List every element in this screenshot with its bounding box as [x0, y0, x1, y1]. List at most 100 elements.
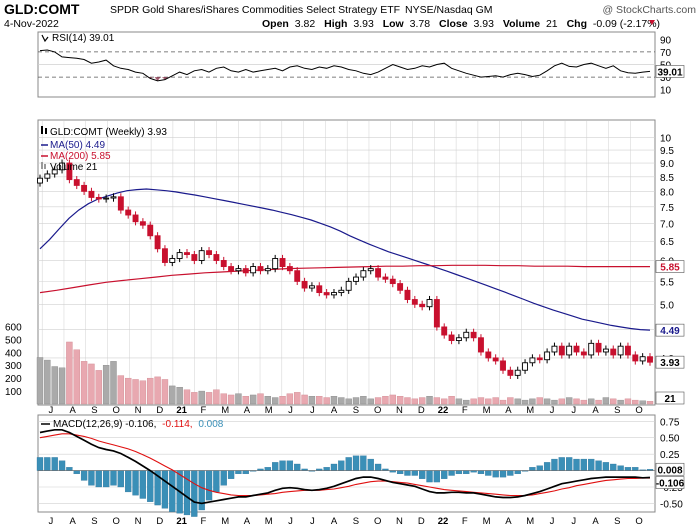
volume-y-tick: 600 [5, 322, 22, 333]
macd-histogram-bar [624, 467, 632, 471]
candle-body [367, 268, 374, 272]
candle-body [213, 254, 220, 261]
price-x-tick: J [49, 405, 54, 416]
volume-bar [389, 394, 396, 405]
volume-bar [418, 397, 426, 405]
candle-body [647, 356, 653, 363]
macd-line [39, 428, 651, 505]
candle-body [522, 362, 529, 371]
price-x-tick: M [265, 405, 273, 416]
macd-histogram-bar [396, 470, 404, 475]
volume-bar [345, 398, 352, 405]
price-x-tick: M [221, 405, 229, 416]
macd-x-tick: 22 [438, 516, 449, 527]
rsi-chart: 907050301039.01 [38, 35, 685, 97]
macd-histogram-bar [132, 470, 139, 496]
macd-x-tick: A [70, 516, 77, 527]
rsi-line [39, 49, 651, 82]
candle-body [492, 357, 499, 362]
volume-bar [352, 397, 360, 405]
macd-histogram-bar [205, 470, 213, 501]
volume-bar [264, 396, 272, 405]
price-x-tick: J [288, 405, 293, 416]
macd-histogram-bar [242, 470, 249, 475]
macd-histogram-bar [558, 457, 565, 471]
volume-bar [323, 397, 330, 405]
price-x-tick: O [113, 405, 120, 416]
close-last-label-box [655, 355, 685, 369]
candle-body [639, 356, 646, 362]
ohlc-line: Open 3.82 High 3.93 Low 3.78 Close 3.93 … [262, 18, 660, 30]
candle-body [132, 214, 139, 223]
volume-bar [242, 396, 249, 405]
price-x-tick: O [374, 405, 381, 416]
ma200-last-label-box [655, 260, 685, 273]
price-y-tick: 10 [660, 134, 672, 145]
candle-body [536, 357, 543, 361]
macd-histogram-bar [455, 470, 463, 475]
macd-x-tick: 21 [176, 516, 187, 527]
volume-y-tick: 300 [5, 361, 22, 372]
macd-histogram-bar [411, 470, 418, 476]
volume-bar [58, 367, 66, 405]
low-label: Low [383, 18, 405, 30]
close-value: 3.93 [474, 18, 495, 30]
macd-legend-text: MACD(12,26,9) -0.106, -0.114, 0.008 [53, 419, 224, 430]
price-x-tick: 22 [438, 405, 449, 416]
volume-bar [360, 396, 367, 405]
macd-histogram-bar [338, 460, 345, 471]
candle-legend-icon [45, 128, 47, 134]
price-legend-text: GLD:COMT (Weekly) 3.93 [50, 127, 167, 138]
candle-body [602, 348, 609, 353]
volume-bar [51, 366, 58, 405]
volume-bar [580, 399, 588, 405]
volume-bar [66, 341, 73, 405]
macd-x-tick: O [635, 516, 642, 527]
candle-body [250, 266, 257, 274]
macd-x-tick: J [288, 516, 293, 527]
macd-histogram-bar [323, 467, 330, 471]
candle-body [397, 283, 404, 291]
candle-body [88, 190, 95, 198]
candle-body [272, 258, 279, 270]
volume-bar [477, 397, 485, 405]
volume-bar [235, 393, 242, 405]
price-y-tick: 5.5 [660, 277, 674, 288]
volume-bar [338, 397, 345, 405]
price-x-tick: A [244, 405, 251, 416]
hist-last-label-box [655, 462, 685, 476]
macd-last-label: -0.106 [656, 479, 685, 490]
volume-bar [499, 399, 507, 405]
macd-histogram-bar [51, 457, 58, 471]
volume-bar [507, 397, 514, 405]
price-x-tick: D [156, 405, 163, 416]
volume-bar [132, 379, 139, 405]
candle-body [485, 351, 492, 359]
volume-bar [161, 379, 169, 405]
signal-legend-value: -0.114, [162, 419, 192, 430]
volume-bar [396, 396, 404, 405]
volume-bar [529, 398, 536, 405]
volume-last-label: 21 [664, 394, 676, 405]
macd-histogram-bar [352, 455, 360, 471]
candle-body [455, 337, 462, 341]
macd-histogram-bar [235, 470, 242, 475]
macd-histogram-bar [360, 455, 367, 471]
macd-x-tick: J [49, 516, 54, 527]
volume-y-tick: 400 [5, 348, 22, 359]
macd-x-tick: F [200, 516, 206, 527]
volume-bar [183, 389, 191, 405]
candle-body [117, 196, 124, 211]
volume-bar [624, 398, 632, 405]
macd-histogram-bar [499, 470, 507, 478]
volume-bar [463, 399, 470, 405]
volume-bar [588, 398, 595, 405]
macd-x-tick: A [592, 516, 599, 527]
ma50-last-label-box [655, 323, 685, 337]
volume-bar [382, 396, 389, 405]
candle-body [500, 360, 506, 371]
volume-bar [286, 393, 294, 405]
price-x-tick: F [200, 405, 206, 416]
macd-x-tick: J [571, 516, 576, 527]
price-x-tick: A [70, 405, 77, 416]
